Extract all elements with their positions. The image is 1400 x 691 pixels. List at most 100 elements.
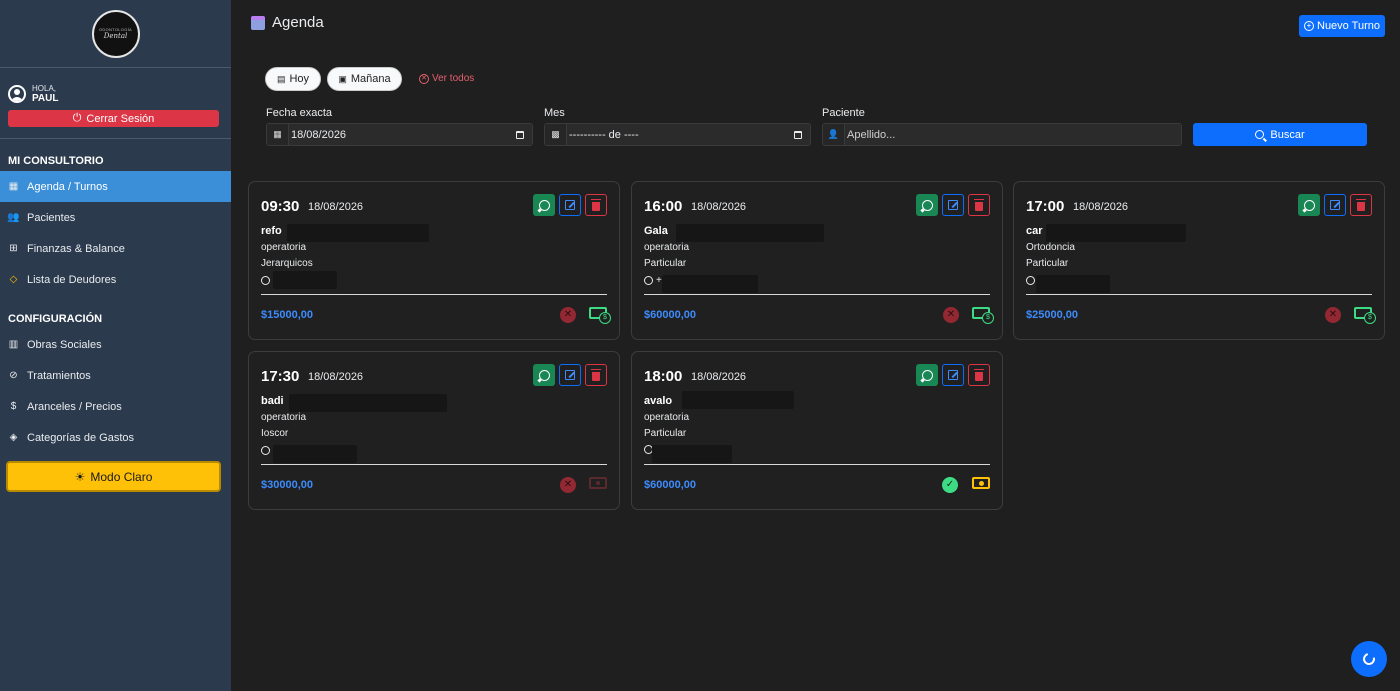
- date-input[interactable]: 18/08/2026: [289, 124, 532, 145]
- patient-name: avalo: [644, 395, 673, 407]
- patient-input[interactable]: Apellido...: [845, 124, 1181, 145]
- search-button[interactable]: Buscar: [1193, 123, 1367, 146]
- month-field[interactable]: ▩ ---------- de ----: [544, 123, 811, 146]
- search-icon: [1255, 130, 1265, 139]
- appointment-date: 18/08/2026: [308, 201, 364, 213]
- search-label: Buscar: [1270, 128, 1305, 141]
- whatsapp-icon: [538, 199, 550, 211]
- appointment-date: 18/08/2026: [691, 201, 747, 213]
- dollar-icon: $: [10, 401, 17, 412]
- sidebar-item-finanzas[interactable]: ⊞ Finanzas & Balance: [0, 233, 231, 264]
- patient-name: badi: [261, 395, 284, 407]
- tags-icon: ◈: [9, 432, 18, 443]
- treatment-type: operatoria: [261, 412, 307, 423]
- appointment-time: 17:30: [261, 368, 300, 385]
- whatsapp-icon: [1303, 199, 1315, 211]
- appointment-amount: $60000,00: [644, 309, 696, 321]
- sidebar-item-aranceles[interactable]: $ Aranceles / Precios: [0, 391, 231, 422]
- trash-icon: [591, 368, 601, 381]
- treatment-type: operatoria: [644, 412, 690, 423]
- tomorrow-button[interactable]: ▣ Mañana: [327, 67, 402, 91]
- card-actions: [916, 194, 990, 216]
- sidebar-item-label: Lista de Deudores: [27, 273, 117, 286]
- appointment-date: 18/08/2026: [1073, 201, 1129, 213]
- whatsapp-button[interactable]: [1298, 194, 1320, 216]
- patient-field[interactable]: 👤 Apellido...: [822, 123, 1182, 146]
- whatsapp-icon: [261, 446, 270, 455]
- sidebar: ODONTOLOGÍA Dental HOLA, PAUL ⏻ Cerrar S…: [0, 0, 231, 691]
- redacted-block: [652, 445, 732, 463]
- paid-icon[interactable]: [589, 307, 611, 324]
- sidebar-item-label: Finanzas & Balance: [27, 242, 125, 255]
- edit-icon: [565, 200, 575, 210]
- divider: [261, 464, 607, 465]
- edit-button[interactable]: [942, 194, 964, 216]
- check-circle-icon[interactable]: ✓: [942, 477, 958, 493]
- paid-icon[interactable]: [1354, 307, 1376, 324]
- sidebar-item-label: Tratamientos: [27, 369, 91, 382]
- edit-button[interactable]: [559, 364, 581, 386]
- treatment-type: operatoria: [644, 242, 690, 253]
- see-all-label: Ver todos: [432, 73, 475, 84]
- cancel-circle-icon[interactable]: ✕: [560, 307, 576, 323]
- refresh-button[interactable]: [1351, 641, 1387, 677]
- delete-button[interactable]: [585, 194, 607, 216]
- patient-label: Paciente: [822, 107, 865, 119]
- edit-button[interactable]: [559, 194, 581, 216]
- trash-icon: [1356, 198, 1366, 211]
- month-label: Mes: [544, 107, 565, 119]
- whatsapp-button[interactable]: [533, 364, 555, 386]
- logout-button[interactable]: ⏻ Cerrar Sesión: [8, 110, 219, 127]
- month-input[interactable]: ---------- de ----: [567, 124, 810, 145]
- divider: [644, 464, 990, 465]
- sidebar-item-label: Pacientes: [27, 211, 76, 224]
- delete-button[interactable]: [968, 194, 990, 216]
- sidebar-item-deudores[interactable]: ◇ Lista de Deudores: [0, 264, 231, 295]
- pending-icon[interactable]: [972, 477, 990, 489]
- sidebar-item-categorias[interactable]: ◈ Categorías de Gastos: [0, 422, 231, 453]
- edit-button[interactable]: [1324, 194, 1346, 216]
- sidebar-item-pacientes[interactable]: 👥 Pacientes: [0, 202, 231, 233]
- date-field[interactable]: ▦ 18/08/2026: [266, 123, 533, 146]
- appointment-time: 09:30: [261, 198, 300, 215]
- see-all-link[interactable]: ✕ Ver todos: [419, 73, 474, 84]
- today-button[interactable]: ▤ Hoy: [265, 67, 321, 91]
- appointment-card: 18:00 18/08/2026 avalo operatoria Partic…: [631, 351, 1003, 510]
- sidebar-item-agenda[interactable]: ▦ Agenda / Turnos: [0, 171, 231, 202]
- sidebar-item-tratamientos[interactable]: ⊘ Tratamientos: [0, 360, 231, 391]
- redacted-block: [662, 275, 758, 293]
- redacted-block: [289, 394, 447, 412]
- trash-icon: [591, 198, 601, 211]
- tomorrow-label: Mañana: [350, 73, 391, 85]
- appointment-date: 18/08/2026: [691, 371, 747, 383]
- unpaid-icon[interactable]: [589, 477, 607, 489]
- appointment-amount: $15000,00: [261, 309, 313, 321]
- month-picker-icon[interactable]: [794, 130, 802, 139]
- users-icon: 👥: [7, 212, 20, 223]
- date-picker-icon[interactable]: [516, 130, 524, 139]
- whatsapp-button[interactable]: [533, 194, 555, 216]
- redacted-block: [1036, 275, 1110, 293]
- delete-button[interactable]: [1350, 194, 1372, 216]
- sidebar-item-obras-sociales[interactable]: ▥ Obras Sociales: [0, 329, 231, 360]
- light-mode-button[interactable]: ☀ Modo Claro: [6, 461, 221, 492]
- cancel-circle-icon[interactable]: ✕: [943, 307, 959, 323]
- cancel-circle-icon[interactable]: ✕: [1325, 307, 1341, 323]
- bandage-icon: ⊘: [9, 370, 18, 381]
- delete-button[interactable]: [585, 364, 607, 386]
- username: PAUL: [32, 93, 59, 104]
- card-actions: [916, 364, 990, 386]
- edit-button[interactable]: [942, 364, 964, 386]
- whatsapp-button[interactable]: [916, 364, 938, 386]
- edit-icon: [948, 370, 958, 380]
- coverage: Jerarquicos: [261, 258, 313, 269]
- whatsapp-button[interactable]: [916, 194, 938, 216]
- cancel-circle-icon[interactable]: ✕: [560, 477, 576, 493]
- new-appointment-label: Nuevo Turno: [1317, 20, 1380, 32]
- phone-row: +5: [644, 275, 667, 286]
- divider: [261, 294, 607, 295]
- delete-button[interactable]: [968, 364, 990, 386]
- new-appointment-button[interactable]: + Nuevo Turno: [1299, 15, 1385, 37]
- paid-icon[interactable]: [972, 307, 994, 324]
- greeting: HOLA,: [32, 84, 57, 93]
